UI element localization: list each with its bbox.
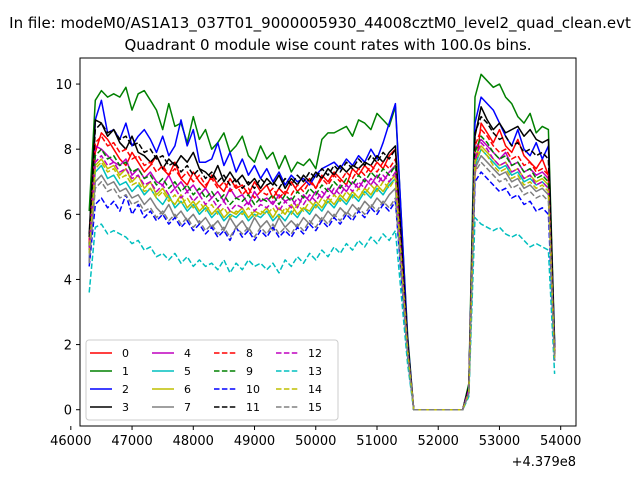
axes-frame — [79, 57, 577, 427]
legend-label-10: 10 — [246, 383, 260, 396]
y-tick-label: 0 — [64, 404, 72, 419]
y-tick-label: 2 — [64, 339, 72, 354]
y-tick-label: 10 — [55, 78, 72, 93]
legend-label-0: 0 — [122, 347, 129, 360]
legend-label-3: 3 — [122, 401, 129, 414]
legend-label-5: 5 — [184, 365, 191, 378]
x-tick-label: 53000 — [479, 434, 520, 449]
series-line-14 — [88, 148, 556, 411]
series-line-12 — [88, 141, 556, 411]
legend-label-13: 13 — [308, 365, 322, 378]
figure-suptitle: In file: modeM0/AS1A13_037T01_9000005930… — [9, 14, 631, 33]
series-line-9 — [88, 135, 556, 411]
legend-label-1: 1 — [122, 365, 129, 378]
series-line-5 — [88, 148, 556, 411]
x-tick-label: 49000 — [234, 434, 275, 449]
legend-label-15: 15 — [308, 401, 322, 414]
x-tick-label: 48000 — [173, 434, 214, 449]
legend-label-14: 14 — [308, 383, 322, 396]
series-line-15 — [88, 161, 556, 411]
series-line-13 — [88, 216, 556, 411]
x-tick-label: 47000 — [111, 434, 152, 449]
x-tick-label: 46000 — [50, 434, 91, 449]
series-line-8 — [88, 128, 556, 411]
chart-title: Quadrant 0 module wise count rates with … — [124, 36, 531, 54]
series-line-1 — [88, 73, 556, 411]
series-line-10 — [88, 171, 556, 411]
y-tick-label: 6 — [64, 208, 72, 223]
x-tick-label: 54000 — [540, 434, 581, 449]
series-line-2 — [88, 96, 556, 411]
x-tick-label: 51000 — [356, 434, 397, 449]
y-axis: 0 2 4 6 8 10 — [55, 78, 80, 419]
y-tick-label: 4 — [64, 273, 72, 288]
y-tick-label: 8 — [64, 143, 72, 158]
series-line-3 — [88, 106, 556, 411]
x-axis: 46000 47000 48000 49000 50000 51000 52000 53000… — [50, 426, 581, 449]
x-tick-label: 52000 — [418, 434, 459, 449]
plot-area — [88, 73, 556, 411]
legend-label-7: 7 — [184, 401, 191, 414]
legend-label-6: 6 — [184, 383, 191, 396]
legend-box — [85, 339, 339, 421]
x-tick-label: 50000 — [295, 434, 336, 449]
legend-label-9: 9 — [246, 365, 253, 378]
legend-label-8: 8 — [246, 347, 253, 360]
x-offset-label: +4.379e8 — [512, 455, 576, 470]
series-line-11 — [88, 115, 556, 411]
legend-label-12: 12 — [308, 347, 322, 360]
legend-label-4: 4 — [184, 347, 191, 360]
legend-label-11: 11 — [246, 401, 260, 414]
series-line-7 — [88, 154, 556, 411]
legend-label-2: 2 — [122, 383, 129, 396]
